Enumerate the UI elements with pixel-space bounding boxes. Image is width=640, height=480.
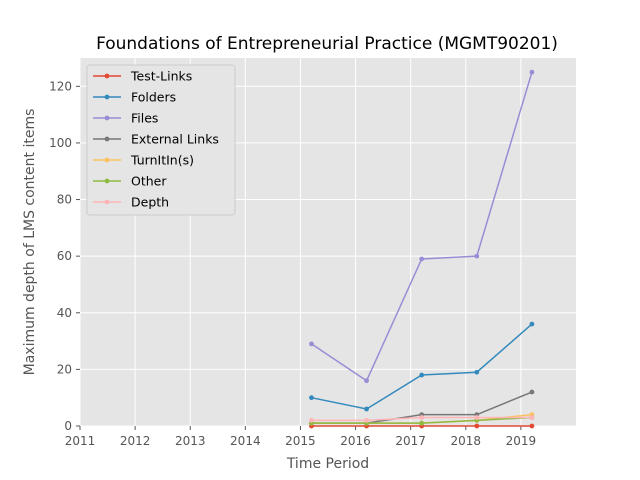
legend-item: External Links xyxy=(93,132,219,147)
data-point-depth xyxy=(529,415,535,420)
legend: Test-Links Folders Files External Links Turn… xyxy=(86,64,236,216)
x-tick-label: 2017 xyxy=(395,434,426,448)
legend-label: External Links xyxy=(131,132,219,147)
legend-item: Test-Links xyxy=(93,69,192,84)
x-axis-label: Time Period xyxy=(286,456,369,472)
legend-swatch-marker xyxy=(104,178,110,184)
x-axis-ticks: 2011 2012 2013 2014 2015 2016 2017 2018 2019 xyxy=(65,426,536,448)
data-point-folders xyxy=(419,372,425,378)
series-group xyxy=(309,69,535,429)
legend-item: Other xyxy=(93,174,167,189)
legend-swatch-marker xyxy=(104,199,110,205)
x-tick-label: 2018 xyxy=(451,434,482,448)
x-tick-label: 2011 xyxy=(65,434,96,448)
data-point-files xyxy=(474,253,480,259)
y-tick-label: 120 xyxy=(49,79,72,93)
legend-item: Depth xyxy=(93,195,169,210)
legend-swatch-marker xyxy=(104,157,110,163)
x-tick-label: 2019 xyxy=(506,434,537,448)
legend-label: Test-Links xyxy=(130,69,192,84)
x-tick-label: 2013 xyxy=(175,434,206,448)
legend-item: TurnItIn(s) xyxy=(93,153,194,168)
legend-swatch-marker xyxy=(104,94,110,100)
series-depth xyxy=(309,415,535,423)
x-tick-label: 2014 xyxy=(230,434,261,448)
y-tick-label: 60 xyxy=(57,249,72,263)
legend-item: Files xyxy=(93,111,158,126)
data-point-test-links xyxy=(474,423,480,429)
legend-swatch-marker xyxy=(104,73,110,79)
data-point-depth xyxy=(309,417,314,423)
series-files xyxy=(309,69,535,384)
y-tick-label: 20 xyxy=(57,362,72,376)
data-point-depth xyxy=(419,415,425,420)
data-point-depth xyxy=(474,415,480,420)
legend-label: TurnItIn(s) xyxy=(130,153,194,168)
y-tick-label: 0 xyxy=(64,419,72,433)
data-point-files xyxy=(529,69,535,75)
chart-title: Foundations of Entrepreneurial Practice … xyxy=(96,34,558,54)
y-axis-ticks: 0 20 40 60 80 100 120 xyxy=(49,79,80,433)
data-point-files xyxy=(309,341,314,347)
data-point-folders xyxy=(474,369,480,375)
legend-label: Files xyxy=(131,111,158,126)
legend-label: Other xyxy=(131,174,167,189)
legend-swatch-marker xyxy=(104,115,110,121)
legend-box xyxy=(86,64,236,216)
data-point-other xyxy=(419,420,425,426)
data-point-files xyxy=(364,378,369,384)
y-tick-label: 40 xyxy=(57,306,72,320)
data-point-files xyxy=(419,256,425,262)
series-folders xyxy=(309,321,535,412)
y-tick-label: 80 xyxy=(57,193,72,207)
legend-label: Folders xyxy=(131,90,176,105)
data-point-folders xyxy=(529,321,535,327)
data-point-folders xyxy=(364,406,369,412)
legend-label: Depth xyxy=(131,195,169,210)
x-tick-label: 2016 xyxy=(340,434,371,448)
x-tick-label: 2012 xyxy=(120,434,151,448)
data-point-depth xyxy=(364,417,369,423)
data-point-folders xyxy=(309,395,314,401)
y-axis-label: Maximum depth of LMS content items xyxy=(22,109,38,376)
x-tick-label: 2015 xyxy=(285,434,316,448)
y-tick-label: 100 xyxy=(49,136,72,150)
data-point-test-links xyxy=(529,423,535,429)
legend-item: Folders xyxy=(93,90,176,105)
legend-swatch-marker xyxy=(104,136,110,142)
data-point-external-links xyxy=(529,389,535,395)
